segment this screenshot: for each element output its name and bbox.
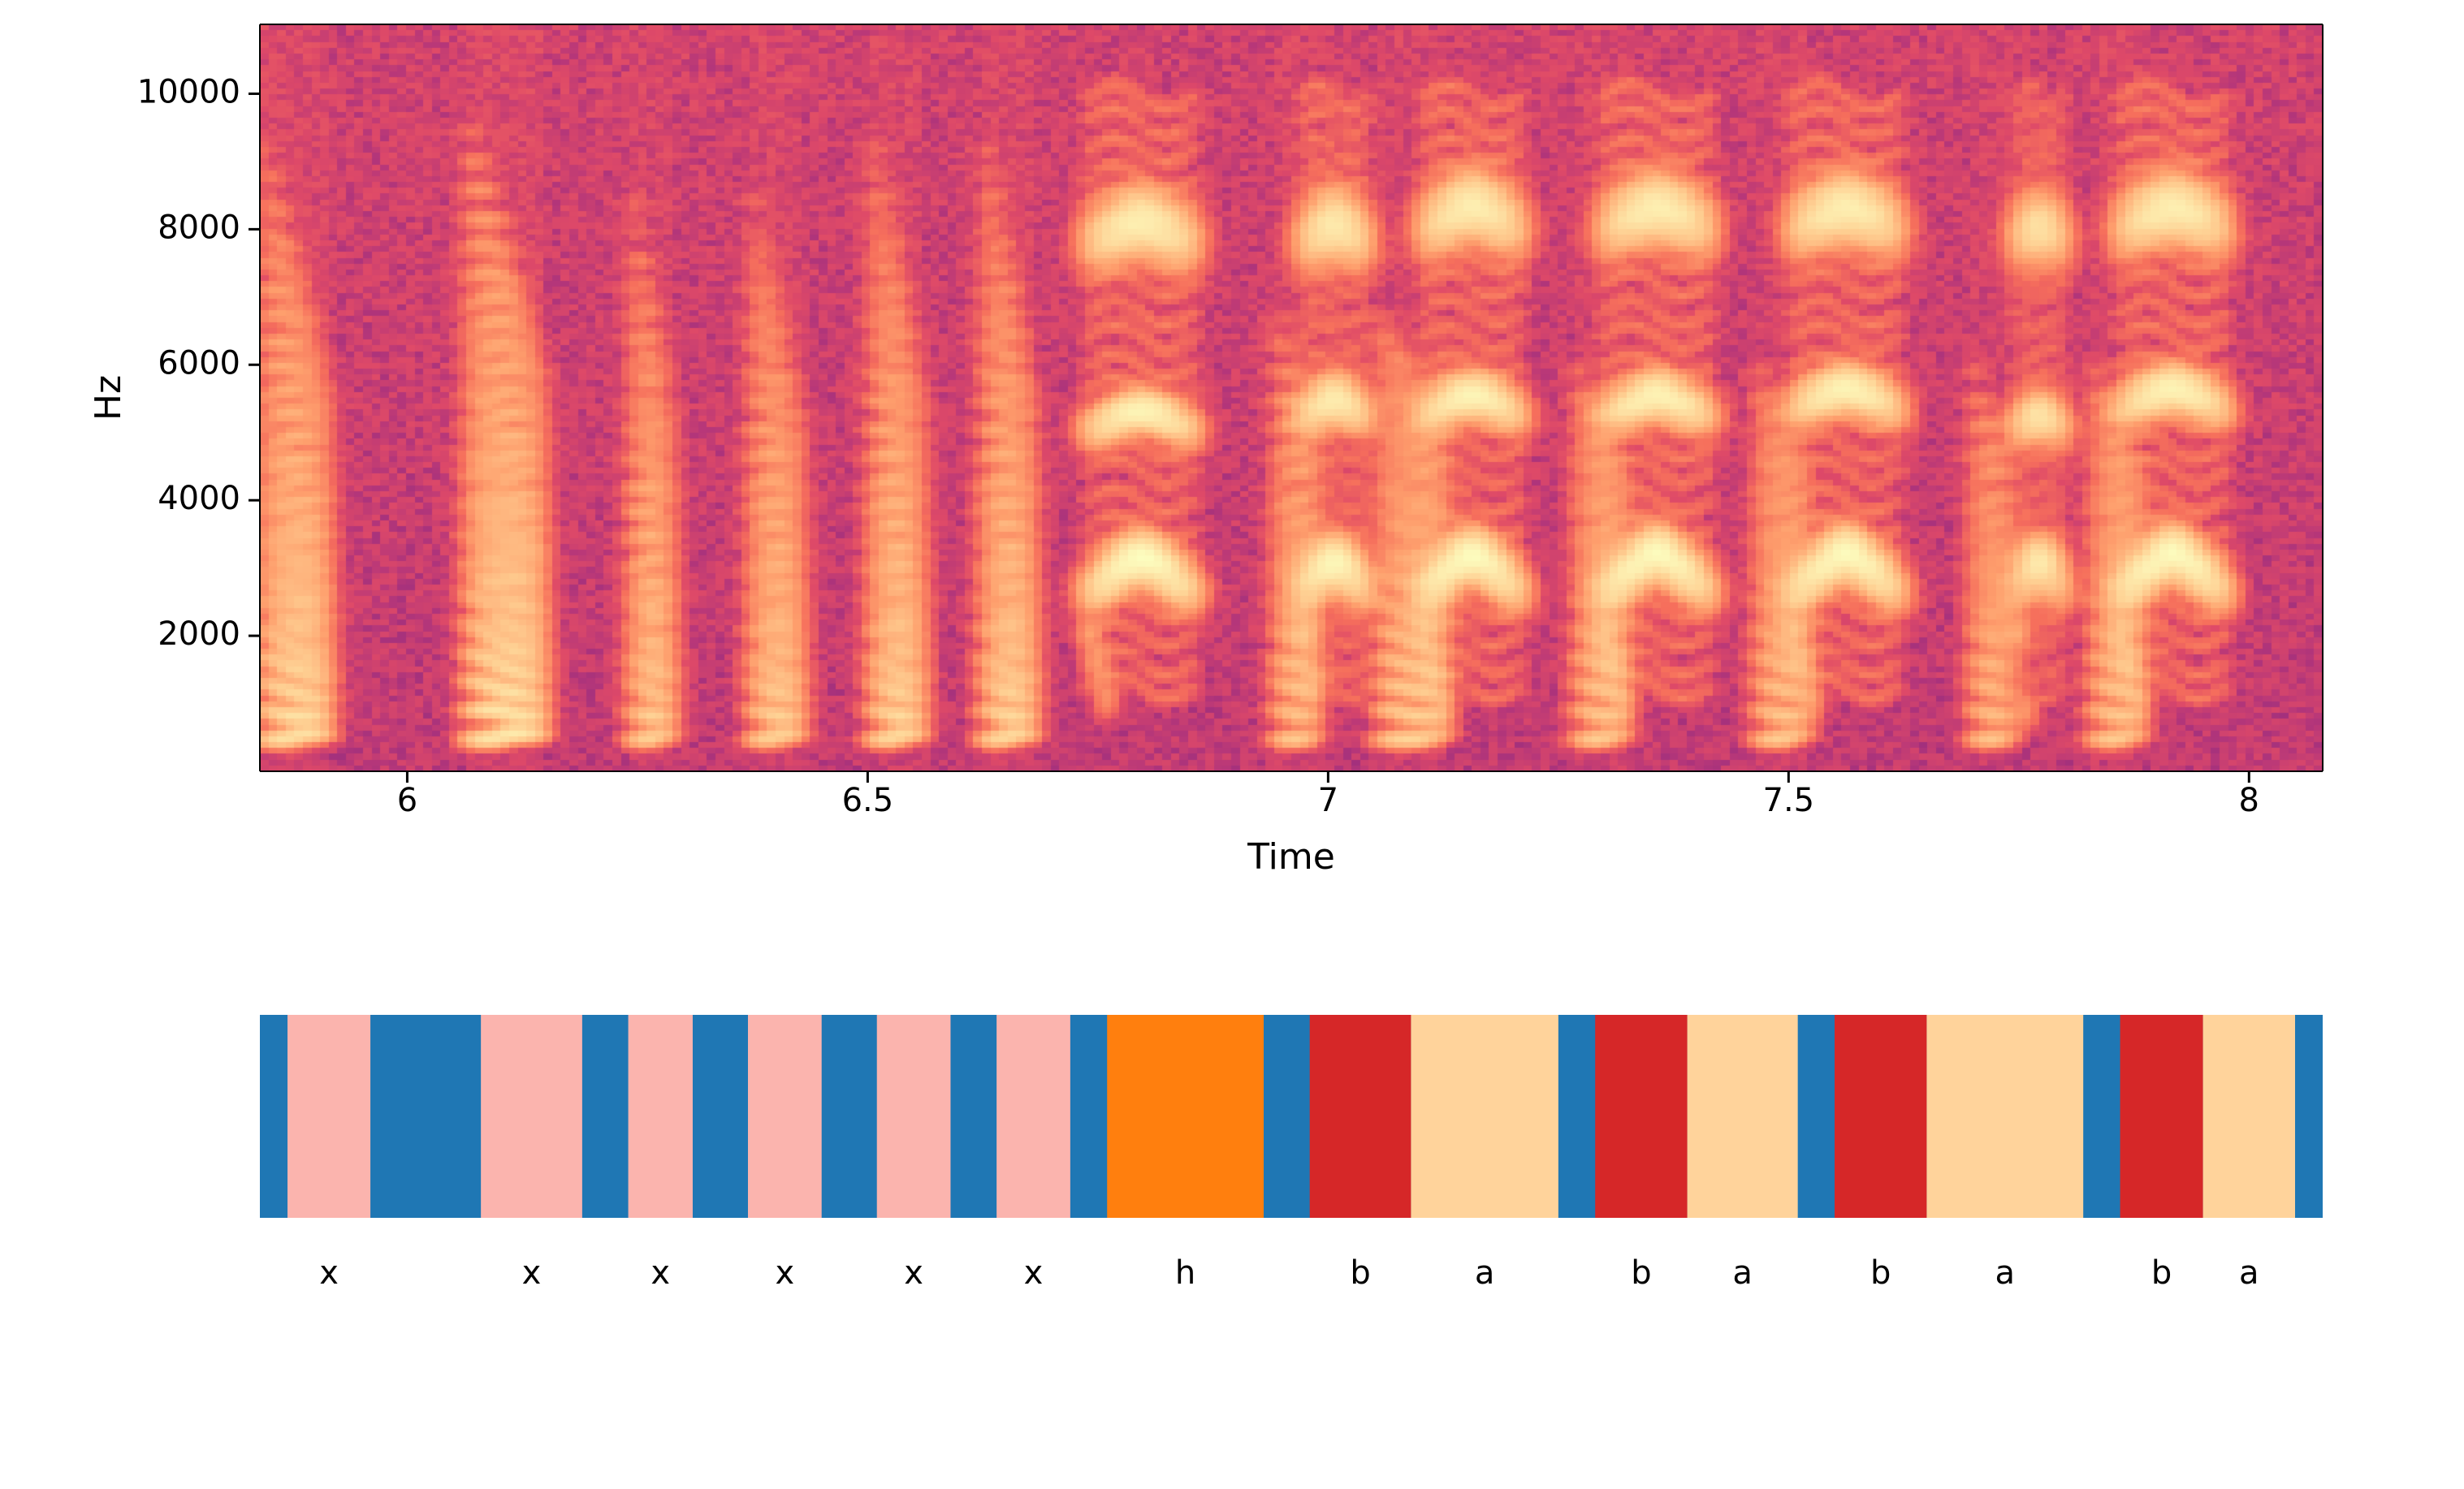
ytick-label: 4000 [158,480,240,517]
timeline-segment [1107,1015,1264,1218]
timeline-segment-label: b [1350,1254,1370,1292]
timeline-segment [1310,1015,1411,1218]
timeline-segment-label: a [1995,1254,2016,1292]
xtick-label: 6 [397,782,417,819]
timeline-segment [2120,1015,2203,1218]
ytick-label: 10000 [137,73,240,110]
timeline-segment [1595,1015,1687,1218]
timeline-segment-label: b [1631,1254,1651,1292]
timeline-segment [1411,1015,1558,1218]
timeline-segment-label: a [2239,1254,2259,1292]
timeline-segment [748,1015,822,1218]
figure: 66.577.58200040006000800010000TimeHz xxx… [0,0,2464,1489]
spectrogram-panel: 66.577.58200040006000800010000TimeHz [260,24,2323,771]
timeline-segment-label: b [2151,1254,2172,1292]
timeline-segment-label: x [904,1254,923,1292]
timeline-segment-label: x [776,1254,795,1292]
xtick-label: 8 [2239,782,2259,819]
timeline-segment-label: a [1475,1254,1495,1292]
xtick-label: 6.5 [842,782,894,819]
timeline-segment-label: a [1732,1254,1753,1292]
timeline-segment-label: x [319,1254,339,1292]
xtick-label: 7 [1318,782,1338,819]
x-axis-label: Time [1247,836,1335,878]
timeline-segment [1688,1015,1798,1218]
timeline-segment [629,1015,693,1218]
timeline-segment [287,1015,370,1218]
ytick-label: 8000 [158,209,240,246]
timeline-segment [1926,1015,2083,1218]
timeline-segment-label: x [651,1254,670,1292]
timeline-segment [1835,1015,1926,1218]
ytick-label: 2000 [158,615,240,653]
timeline-segment-label: h [1175,1254,1195,1292]
timeline-segment [996,1015,1070,1218]
spectrogram-heatmap [260,24,2323,771]
xtick-label: 7.5 [1763,782,1815,819]
timeline-segment [877,1015,951,1218]
ytick-label: 6000 [158,344,240,382]
timeline-segment-label: x [522,1254,542,1292]
timeline-segment-label: b [1870,1254,1891,1292]
y-axis-label: Hz [88,375,129,421]
timeline-segment [481,1015,582,1218]
timeline-svg: xxxxxxhbabababa [260,1015,2323,1218]
timeline-panel: xxxxxxhbabababa [260,1015,2323,1218]
timeline-segment-label: x [1024,1254,1044,1292]
timeline-segment [2203,1015,2295,1218]
